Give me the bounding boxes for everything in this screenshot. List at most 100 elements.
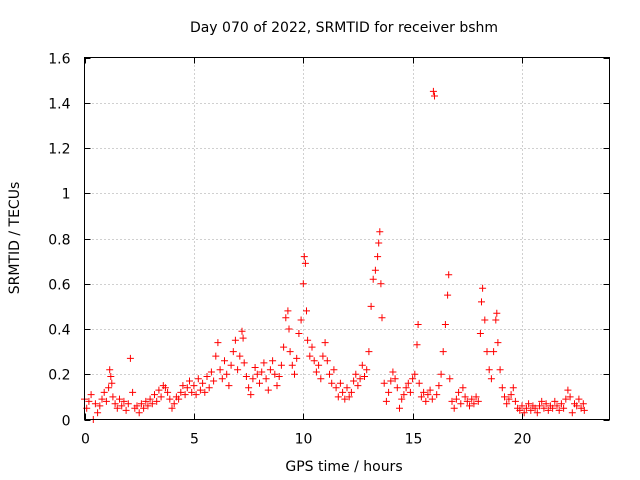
data-point: [300, 253, 308, 261]
y-tick-label: 0.2: [48, 368, 70, 384]
data-point: [203, 373, 211, 380]
data-point: [297, 316, 305, 324]
data-point: [404, 379, 412, 387]
data-point: [153, 397, 161, 405]
data-point: [457, 400, 465, 408]
data-point: [501, 393, 508, 401]
data-point: [273, 382, 281, 390]
data-point: [129, 388, 137, 396]
data-point: [212, 352, 220, 360]
data-point: [251, 364, 259, 371]
chart-title: Day 070 of 2022, SRMTID for receiver bsh…: [190, 20, 498, 36]
data-point: [374, 253, 382, 261]
data-point: [249, 375, 257, 383]
data-point: [240, 359, 248, 367]
data-point: [288, 361, 296, 369]
data-point: [391, 375, 399, 383]
data-point: [205, 384, 213, 392]
data-point: [555, 406, 563, 414]
data-point: [326, 370, 333, 378]
data-point: [553, 402, 561, 410]
data-point: [538, 397, 546, 405]
data-point: [245, 384, 253, 392]
data-point: [549, 404, 557, 412]
data-point: [461, 393, 469, 401]
y-tick-label: 1.6: [48, 52, 70, 68]
data-point: [402, 384, 410, 392]
y-tick-label: 0.4: [48, 323, 70, 339]
data-point: [234, 366, 242, 374]
data-point: [105, 384, 113, 392]
data-point: [308, 343, 316, 351]
data-point: [363, 366, 371, 374]
data-point: [371, 266, 379, 274]
data-point: [476, 330, 484, 337]
data-point: [118, 402, 126, 410]
data-point: [562, 395, 570, 403]
data-point: [109, 393, 117, 401]
data-point: [258, 368, 266, 376]
data-point: [409, 375, 417, 383]
data-point: [207, 368, 215, 376]
data-point: [396, 404, 403, 412]
data-point: [262, 375, 270, 383]
data-point: [94, 409, 102, 417]
data-point: [124, 400, 132, 408]
data-point: [146, 395, 154, 403]
data-point: [393, 384, 401, 392]
data-point: [282, 314, 290, 322]
data-point: [266, 366, 274, 374]
x-tick-label: 20: [514, 432, 532, 448]
data-point: [126, 354, 134, 362]
data-point: [177, 388, 185, 396]
data-point: [301, 259, 309, 267]
data-point: [494, 339, 502, 347]
x-axis-label: GPS time / hours: [285, 459, 402, 475]
data-point: [428, 395, 436, 403]
data-point: [239, 334, 247, 342]
data-point: [568, 409, 576, 417]
data-point: [323, 357, 331, 365]
data-point: [533, 409, 541, 417]
y-tick-label: 1.2: [48, 142, 70, 158]
data-point: [236, 352, 244, 360]
data-point: [229, 348, 237, 356]
data-point: [306, 352, 314, 360]
data-point: [299, 280, 307, 288]
data-point: [210, 377, 218, 385]
data-point: [186, 377, 193, 385]
data-point: [339, 388, 347, 396]
data-point: [445, 271, 453, 279]
data-point: [140, 404, 148, 412]
data-point: [509, 384, 517, 392]
data-point: [91, 400, 99, 408]
data-point: [478, 298, 485, 306]
axis-ticks: 0 5 10 15 20 0 0.2 0.4 0.6 0.8 1 1.2 1.4 1.6: [48, 52, 610, 448]
data-point: [367, 302, 375, 310]
data-point: [560, 404, 568, 412]
data-point: [433, 391, 441, 399]
data-point: [157, 393, 165, 401]
data-point: [450, 404, 458, 412]
data-point: [285, 325, 293, 333]
data-point: [144, 402, 152, 410]
data-point: [358, 361, 366, 369]
data-point: [269, 357, 277, 365]
data-point: [369, 275, 377, 283]
data-point: [190, 382, 198, 390]
data-point: [218, 375, 226, 383]
data-point: [286, 348, 294, 356]
data-point: [312, 368, 320, 376]
data-point: [225, 382, 233, 390]
data-point: [566, 393, 574, 401]
data-point: [277, 361, 285, 369]
data-point: [231, 336, 239, 344]
data-point: [415, 379, 423, 387]
data-point: [411, 370, 419, 378]
data-point: [424, 391, 432, 399]
data-point: [223, 370, 231, 378]
data-point: [426, 386, 434, 394]
data-point: [135, 409, 143, 417]
data-point: [151, 391, 158, 399]
